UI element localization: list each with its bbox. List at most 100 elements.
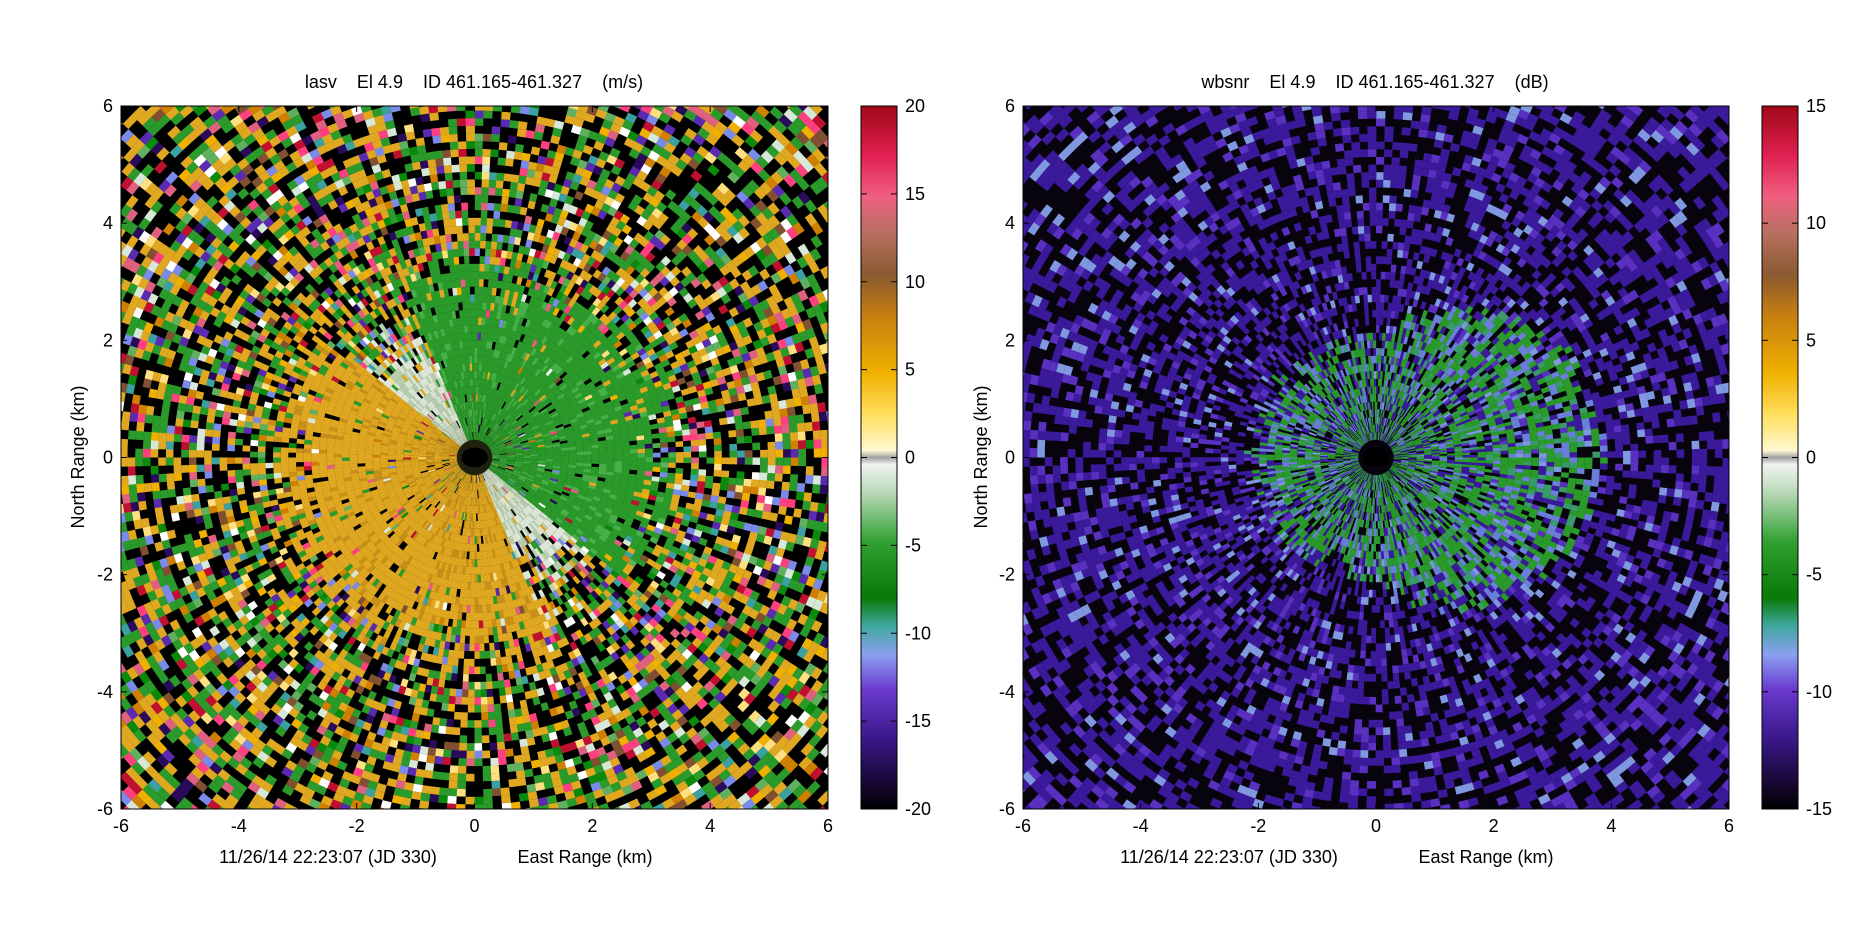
- range-gate-cell: [494, 436, 501, 443]
- range-gate-cell: [445, 480, 452, 487]
- range-gate-cell: [486, 612, 492, 621]
- range-gate-cell: [457, 294, 463, 303]
- range-gate-cell: [491, 433, 498, 440]
- range-gate-cell: [491, 450, 500, 454]
- range-gate-cell: [426, 463, 435, 467]
- range-gate-cell: [461, 480, 466, 489]
- range-gate-cell: [495, 491, 501, 499]
- range-gate-cell: [463, 317, 468, 326]
- range-gate-cell: [436, 442, 444, 447]
- range-gate-cell: [483, 426, 488, 435]
- range-gate-cell: [403, 455, 411, 458]
- range-gate-cell: [444, 489, 450, 496]
- range-gate-cell: [478, 605, 483, 613]
- range-gate-cell: [426, 452, 435, 455]
- range-gate-cell: [521, 466, 530, 470]
- range-gate-cell: [514, 449, 523, 453]
- range-gate-cell: [449, 450, 458, 454]
- range-gate-cell: [457, 470, 463, 477]
- range-gate-cell: [478, 317, 482, 326]
- range-gate-cell: [441, 432, 449, 439]
- range-gate-cell: [459, 427, 464, 435]
- range-gate-cell: [349, 460, 358, 464]
- range-gate-cell: [481, 489, 484, 498]
- range-gate-cell: [455, 486, 460, 494]
- range-gate-cell: [452, 476, 458, 483]
- range-gate-cell: [441, 453, 450, 455]
- range-gate-cell: [506, 464, 515, 467]
- range-gate-cell: [479, 474, 483, 482]
- range-gate-cell: [499, 451, 508, 454]
- range-gate-cell: [457, 487, 462, 496]
- range-gate-cell: [475, 475, 477, 483]
- range-gate-cell: [426, 461, 435, 464]
- range-gate-cell: [450, 434, 457, 441]
- range-gate-cell: [444, 443, 452, 448]
- range-gate-cell: [495, 482, 502, 489]
- range-gate-cell: [456, 429, 462, 437]
- range-gate-cell: [438, 437, 446, 442]
- range-gate-cell: [591, 451, 600, 455]
- range-gate-cell: [303, 457, 312, 462]
- range-gate-cell: [518, 434, 527, 440]
- range-gate-cell: [334, 450, 343, 454]
- range-gate-cell: [495, 471, 503, 477]
- range-gate-cell: [349, 450, 358, 455]
- range-gate-cell: [364, 457, 373, 461]
- range-gate-cell: [466, 433, 470, 441]
- range-gate-cell: [501, 487, 508, 494]
- range-gate-cell: [452, 466, 460, 471]
- range-gate-cell: [449, 473, 456, 480]
- range-gate-cell: [455, 469, 462, 475]
- range-gate-cell: [506, 481, 514, 487]
- range-gate-cell: [465, 433, 469, 441]
- range-gate-cell: [515, 427, 523, 433]
- range-gate-cell: [442, 450, 450, 453]
- range-gate-cell: [334, 453, 342, 458]
- range-gate-cell: [492, 457, 500, 459]
- range-gate-cell: [471, 551, 475, 560]
- range-gate-cell: [437, 440, 445, 445]
- range-gate-cell: [497, 417, 503, 425]
- range-gate-cell: [480, 497, 484, 506]
- range-gate-cell: [434, 451, 442, 454]
- range-gate-cell: [470, 590, 475, 598]
- range-gate-cell: [499, 458, 508, 461]
- range-gate-cell: [583, 451, 592, 455]
- range-gate-cell: [461, 418, 466, 427]
- range-gate-cell: [507, 451, 515, 454]
- range-gate-cell: [451, 447, 459, 451]
- range-gate-cell: [442, 448, 450, 452]
- range-gate-cell: [504, 470, 513, 475]
- range-gate-cell: [486, 411, 490, 419]
- range-gate-cell: [427, 464, 435, 468]
- range-gate-cell: [466, 309, 471, 318]
- range-gate-cell: [499, 463, 507, 467]
- range-gate-cell: [491, 485, 496, 493]
- range-gate-cell: [512, 470, 521, 474]
- range-gate-cell: [453, 485, 458, 493]
- range-gate-cell: [448, 473, 456, 479]
- range-gate-cell: [481, 434, 485, 442]
- range-gate-cell: [466, 474, 470, 482]
- range-gate-cell: [476, 432, 478, 440]
- range-gate-cell: [637, 444, 646, 450]
- range-gate-cell: [476, 475, 479, 483]
- range-gate-cell: [446, 470, 454, 476]
- range-gate-cell: [499, 449, 507, 453]
- range-gate-cell: [450, 415, 456, 423]
- range-gate-cell: [450, 462, 458, 466]
- range-gate-cell: [364, 460, 373, 464]
- range-gate-cell: [464, 332, 469, 341]
- range-gate-cell: [471, 490, 473, 499]
- range-gate-cell: [434, 464, 443, 467]
- range-gate-cell: [514, 463, 523, 467]
- range-gate-cell: [515, 459, 523, 462]
- range-gate-cell: [475, 432, 478, 440]
- range-gate-cell: [474, 279, 480, 287]
- range-gate-cell: [433, 478, 441, 484]
- range-gate-cell: [468, 474, 471, 483]
- range-gate-cell: [418, 457, 427, 459]
- range-gate-cell: [490, 465, 498, 470]
- range-gate-cell: [472, 416, 474, 425]
